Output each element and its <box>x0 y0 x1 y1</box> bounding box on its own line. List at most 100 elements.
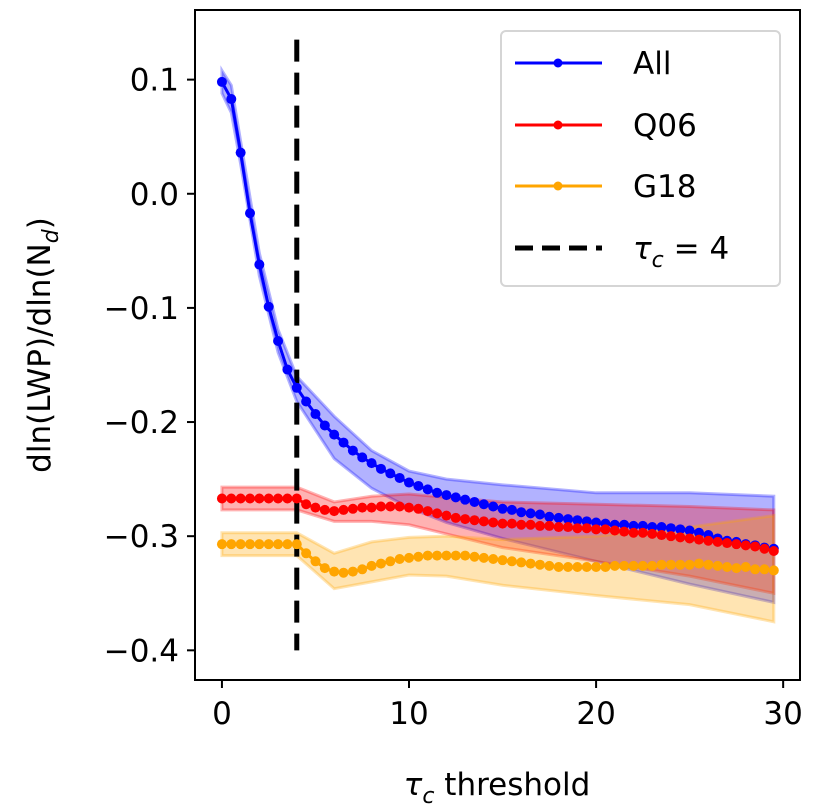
data-point <box>460 494 471 505</box>
data-point <box>563 514 574 525</box>
data-point <box>366 502 377 513</box>
data-point <box>226 94 237 105</box>
data-point <box>263 301 274 312</box>
data-point <box>675 524 686 535</box>
data-point <box>534 520 545 531</box>
data-point <box>366 458 377 469</box>
data-point <box>235 493 246 504</box>
data-point <box>347 503 358 514</box>
data-point <box>301 548 312 559</box>
data-point <box>656 522 667 533</box>
data-point <box>722 538 733 549</box>
data-point <box>497 518 508 529</box>
data-point <box>525 508 536 519</box>
data-point <box>619 526 630 537</box>
data-point <box>432 550 443 561</box>
data-point <box>619 519 630 530</box>
data-point <box>488 554 499 565</box>
series-lines <box>216 76 779 578</box>
x-tick-label: 10 <box>389 696 428 732</box>
y-tick-label: −0.4 <box>104 633 179 669</box>
data-point <box>394 472 405 483</box>
data-point <box>347 566 358 577</box>
legend-item-g18: G18 <box>515 169 696 205</box>
data-point <box>216 493 227 504</box>
data-point <box>581 562 592 573</box>
data-point <box>534 559 545 570</box>
data-point <box>572 562 583 573</box>
data-point <box>647 560 658 571</box>
data-point <box>553 512 564 523</box>
data-point <box>581 516 592 527</box>
data-point <box>254 493 265 504</box>
data-point <box>366 560 377 571</box>
legend-marker <box>553 181 563 191</box>
y-tick-label: −0.2 <box>104 405 179 441</box>
data-point <box>263 493 274 504</box>
data-point <box>516 557 527 568</box>
data-point <box>216 76 227 87</box>
data-point <box>394 501 405 512</box>
data-point <box>591 562 602 573</box>
data-point <box>235 539 246 550</box>
x-tick-label: 20 <box>576 696 615 732</box>
data-point <box>619 560 630 571</box>
data-point <box>665 559 676 570</box>
data-point <box>703 535 714 546</box>
data-point <box>637 560 648 571</box>
y-axis-label: dln(LWP)/dln(Nd) <box>22 217 64 473</box>
band-all <box>220 65 776 605</box>
data-point <box>385 501 396 512</box>
data-point <box>460 514 471 525</box>
data-point <box>768 565 779 576</box>
data-point <box>581 523 592 534</box>
data-point <box>684 559 695 570</box>
data-point <box>553 522 564 533</box>
data-point <box>637 527 648 538</box>
data-point <box>693 527 704 538</box>
data-point <box>413 480 424 491</box>
data-point <box>506 556 517 567</box>
data-point <box>544 520 555 531</box>
data-point <box>245 493 255 504</box>
data-point <box>329 566 340 577</box>
data-point <box>722 562 733 573</box>
data-point <box>450 492 461 503</box>
data-point <box>506 504 517 515</box>
data-point <box>591 524 602 535</box>
data-point <box>478 499 489 510</box>
data-point <box>609 560 620 571</box>
data-point <box>404 552 415 563</box>
data-point <box>750 564 761 575</box>
data-point <box>740 562 751 573</box>
data-point <box>338 437 349 448</box>
data-point <box>553 562 564 573</box>
data-point <box>572 523 583 534</box>
data-point <box>254 539 265 550</box>
data-point <box>357 452 368 463</box>
data-point <box>282 539 293 550</box>
legend-frame <box>500 30 781 287</box>
data-point <box>422 484 433 495</box>
legend-marker <box>553 58 563 68</box>
data-point <box>460 550 471 561</box>
data-point <box>637 520 648 531</box>
data-point <box>301 396 312 407</box>
data-point <box>347 445 358 456</box>
data-point <box>432 508 443 519</box>
data-point <box>375 463 386 474</box>
data-point <box>357 564 368 575</box>
data-point <box>675 559 686 570</box>
plot-frame <box>194 9 801 681</box>
data-point <box>600 524 611 535</box>
legend-item-q06: Q06 <box>515 108 697 144</box>
data-point <box>693 558 704 569</box>
data-point <box>338 504 349 515</box>
data-point <box>478 516 489 527</box>
data-point <box>563 562 574 573</box>
data-point <box>310 502 321 513</box>
data-point <box>609 525 620 536</box>
data-point <box>534 509 545 520</box>
data-point <box>450 512 461 523</box>
data-point <box>422 550 433 561</box>
